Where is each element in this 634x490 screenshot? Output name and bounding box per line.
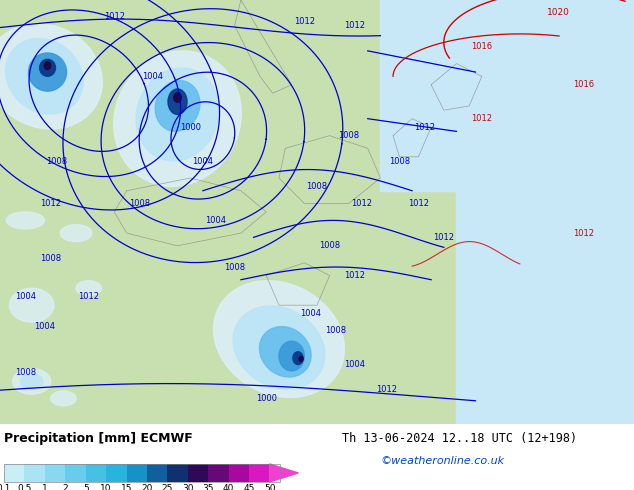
Text: 1012: 1012 — [573, 229, 594, 238]
Bar — [65, 464, 86, 482]
Bar — [86, 464, 106, 482]
Text: 1004: 1004 — [344, 360, 366, 369]
Ellipse shape — [21, 374, 43, 389]
Text: 1012: 1012 — [103, 12, 125, 22]
Bar — [229, 464, 249, 482]
Bar — [249, 464, 269, 482]
Text: 5: 5 — [83, 484, 89, 490]
Text: 1004: 1004 — [34, 322, 55, 331]
Ellipse shape — [233, 306, 325, 389]
Text: 0.5: 0.5 — [17, 484, 32, 490]
Bar — [127, 464, 147, 482]
Bar — [45, 464, 65, 482]
Text: Th 13-06-2024 12..18 UTC (12+198): Th 13-06-2024 12..18 UTC (12+198) — [342, 432, 577, 445]
Text: Precipitation [mm] ECMWF: Precipitation [mm] ECMWF — [4, 432, 193, 445]
Text: 1012: 1012 — [344, 21, 366, 30]
Text: 1004: 1004 — [141, 72, 163, 81]
Text: 50: 50 — [264, 484, 275, 490]
Ellipse shape — [136, 68, 219, 161]
Polygon shape — [269, 464, 298, 482]
Text: 1012: 1012 — [78, 292, 100, 301]
Text: 1012: 1012 — [433, 233, 455, 242]
Bar — [209, 464, 229, 482]
Text: 1004: 1004 — [15, 292, 36, 301]
Text: 35: 35 — [202, 484, 214, 490]
Bar — [147, 464, 167, 482]
Ellipse shape — [279, 341, 304, 371]
Text: 2: 2 — [63, 484, 68, 490]
Bar — [25, 464, 45, 482]
Bar — [106, 464, 127, 482]
Bar — [188, 464, 209, 482]
FancyBboxPatch shape — [380, 0, 634, 191]
Text: 40: 40 — [223, 484, 235, 490]
Text: 30: 30 — [182, 484, 193, 490]
Text: 1012: 1012 — [414, 122, 436, 132]
Ellipse shape — [60, 224, 92, 242]
Ellipse shape — [174, 93, 181, 102]
Text: 1012: 1012 — [351, 199, 372, 208]
Text: 1004: 1004 — [192, 157, 214, 166]
Ellipse shape — [76, 281, 101, 295]
Text: 1012: 1012 — [408, 199, 429, 208]
Text: 1008: 1008 — [325, 326, 347, 335]
Ellipse shape — [10, 288, 54, 322]
Text: 1008: 1008 — [46, 157, 68, 166]
Text: 1012: 1012 — [40, 199, 61, 208]
Text: 1008: 1008 — [338, 131, 359, 140]
Bar — [4, 464, 25, 482]
Ellipse shape — [168, 89, 187, 115]
Ellipse shape — [6, 212, 44, 229]
Text: 1: 1 — [42, 484, 48, 490]
Text: 10: 10 — [100, 484, 112, 490]
FancyBboxPatch shape — [520, 297, 634, 424]
Text: 1004: 1004 — [205, 216, 226, 225]
Ellipse shape — [155, 80, 200, 131]
Text: 1012: 1012 — [376, 386, 398, 394]
Text: 1008: 1008 — [389, 157, 410, 166]
Ellipse shape — [39, 59, 56, 76]
Text: 1012: 1012 — [471, 114, 493, 123]
Ellipse shape — [29, 53, 67, 91]
Ellipse shape — [214, 281, 344, 397]
Text: 15: 15 — [121, 484, 133, 490]
Ellipse shape — [293, 352, 303, 365]
Text: 25: 25 — [162, 484, 173, 490]
Text: 1000: 1000 — [256, 394, 277, 403]
Text: 45: 45 — [243, 484, 255, 490]
Ellipse shape — [0, 24, 102, 129]
Ellipse shape — [299, 356, 303, 362]
Text: 1008: 1008 — [129, 199, 150, 208]
Text: 1004: 1004 — [300, 309, 321, 318]
Bar — [167, 464, 188, 482]
Text: 1012: 1012 — [344, 271, 366, 280]
Text: 1000: 1000 — [179, 122, 201, 132]
Text: 20: 20 — [141, 484, 153, 490]
Text: 1012: 1012 — [294, 17, 315, 25]
Bar — [4, 464, 280, 482]
Ellipse shape — [44, 62, 51, 70]
Text: 1016: 1016 — [471, 42, 493, 51]
Ellipse shape — [259, 326, 311, 377]
Text: ©weatheronline.co.uk: ©weatheronline.co.uk — [380, 456, 504, 466]
Text: 1016: 1016 — [573, 80, 594, 89]
Text: 1008: 1008 — [224, 263, 245, 271]
FancyBboxPatch shape — [456, 178, 634, 424]
Text: 0.1: 0.1 — [0, 484, 11, 490]
Text: 1008: 1008 — [306, 182, 328, 191]
Ellipse shape — [51, 391, 76, 406]
Text: 1008: 1008 — [319, 242, 340, 250]
Ellipse shape — [6, 39, 83, 114]
Text: 1008: 1008 — [40, 254, 61, 263]
Ellipse shape — [113, 51, 242, 186]
Text: 1008: 1008 — [15, 368, 36, 377]
Ellipse shape — [13, 369, 51, 394]
Text: 1020: 1020 — [547, 8, 569, 17]
